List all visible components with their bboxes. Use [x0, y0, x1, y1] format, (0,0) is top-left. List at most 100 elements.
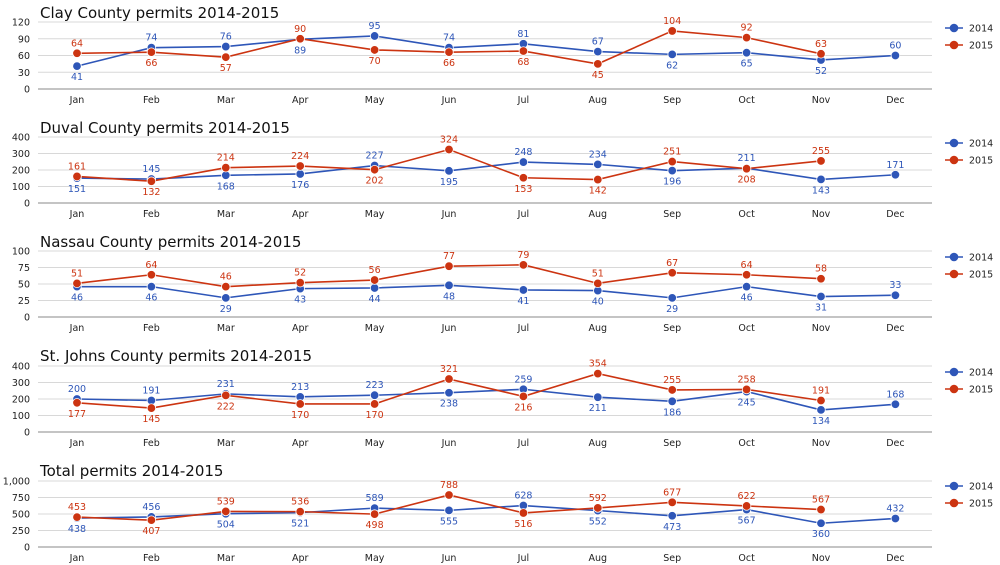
data-point	[667, 268, 677, 278]
data-point	[518, 285, 529, 295]
data-label: 536	[291, 497, 309, 508]
data-label: 57	[220, 63, 232, 74]
x-tick-label: Mar	[217, 95, 235, 106]
x-tick-label: Feb	[143, 323, 160, 334]
data-label: 46	[71, 293, 83, 304]
data-label: 79	[517, 250, 529, 261]
data-label: 52	[815, 66, 827, 77]
y-tick-label: 60	[18, 51, 30, 62]
data-point	[816, 174, 826, 185]
data-label: 64	[145, 260, 157, 271]
data-point	[667, 165, 677, 176]
series-line-2014	[77, 284, 896, 299]
data-label: 41	[71, 72, 83, 83]
data-label: 195	[440, 177, 458, 188]
data-point	[741, 163, 752, 174]
chart-panel: St. Johns County permits 2014-2015 0 100 20…	[12, 347, 993, 449]
x-tick-label: Oct	[738, 438, 755, 449]
x-tick-label: Sep	[663, 209, 681, 220]
x-tick-label: Jun	[441, 209, 457, 220]
data-label: 589	[366, 493, 384, 504]
data-label: 324	[440, 135, 458, 146]
chart-title: St. Johns County permits 2014-2015	[40, 347, 312, 365]
data-label: 132	[142, 187, 160, 198]
data-label: 48	[443, 291, 455, 302]
y-tick-label: 250	[12, 526, 30, 537]
data-label: 191	[812, 385, 830, 396]
data-label: 171	[886, 160, 904, 171]
data-label: 213	[291, 382, 309, 393]
y-tick-label: 750	[12, 493, 30, 504]
data-label: 407	[142, 526, 160, 537]
data-point	[667, 511, 677, 521]
data-label: 168	[886, 389, 904, 400]
data-label: 44	[369, 294, 381, 305]
y-tick-label: 0	[24, 313, 30, 324]
data-label: 238	[440, 399, 458, 410]
legend-entry: 2014	[969, 24, 993, 35]
data-point	[72, 61, 82, 71]
legend-swatch-marker	[949, 155, 959, 165]
data-label: 46	[220, 272, 232, 283]
x-tick-label: Feb	[143, 95, 160, 106]
data-label: 516	[514, 519, 532, 530]
data-point	[369, 31, 380, 41]
x-tick-label: Apr	[292, 323, 309, 334]
data-label: 134	[812, 416, 830, 427]
legend-entry: 2014	[969, 368, 993, 379]
legend-swatch-marker	[949, 40, 959, 50]
legend-swatch-marker	[949, 252, 959, 262]
y-tick-label: 0	[24, 428, 30, 439]
data-label: 74	[443, 33, 455, 44]
data-label: 51	[592, 268, 604, 279]
data-point	[221, 293, 231, 303]
data-point	[518, 508, 529, 518]
x-tick-label: Apr	[292, 209, 309, 220]
data-label: 498	[366, 520, 384, 531]
data-label: 70	[369, 56, 381, 67]
data-label: 211	[738, 153, 756, 164]
legend-swatch-marker	[949, 481, 959, 491]
data-label: 186	[663, 407, 681, 418]
data-point	[444, 166, 454, 176]
data-point	[890, 290, 901, 300]
data-label: 74	[145, 33, 157, 44]
data-point	[816, 504, 826, 515]
x-tick-label: Jul	[517, 553, 529, 564]
x-tick-label: Nov	[812, 95, 831, 106]
data-point	[593, 503, 603, 513]
y-tick-label: 120	[12, 18, 30, 29]
data-point	[741, 32, 752, 43]
data-point	[146, 270, 157, 280]
legend-entry: 2015	[969, 499, 993, 510]
data-label: 504	[217, 520, 235, 531]
data-point	[72, 171, 82, 182]
x-tick-label: Jun	[441, 95, 457, 106]
data-label: 191	[142, 385, 160, 396]
data-label: 223	[366, 380, 384, 391]
data-label: 473	[663, 522, 681, 533]
x-tick-label: May	[365, 209, 385, 220]
x-tick-label: Mar	[217, 209, 235, 220]
x-tick-label: Dec	[886, 438, 904, 449]
data-point	[518, 173, 529, 183]
legend-swatch-marker	[949, 138, 959, 148]
data-label: 76	[220, 32, 232, 43]
data-point	[816, 274, 826, 284]
data-label: 46	[145, 293, 157, 304]
data-point	[593, 174, 603, 185]
data-point	[72, 278, 82, 289]
data-label: 354	[589, 359, 607, 370]
x-tick-label: Nov	[812, 553, 831, 564]
x-tick-label: Nov	[812, 438, 831, 449]
data-label: 51	[71, 268, 83, 279]
y-tick-label: 100	[12, 247, 30, 258]
data-point	[146, 515, 157, 525]
data-point	[518, 157, 529, 167]
x-tick-label: Mar	[217, 438, 235, 449]
data-label: 202	[366, 176, 384, 187]
data-label: 58	[815, 264, 827, 275]
legend-swatch-marker	[949, 23, 959, 33]
data-point	[816, 518, 826, 528]
x-tick-label: Jul	[517, 209, 529, 220]
